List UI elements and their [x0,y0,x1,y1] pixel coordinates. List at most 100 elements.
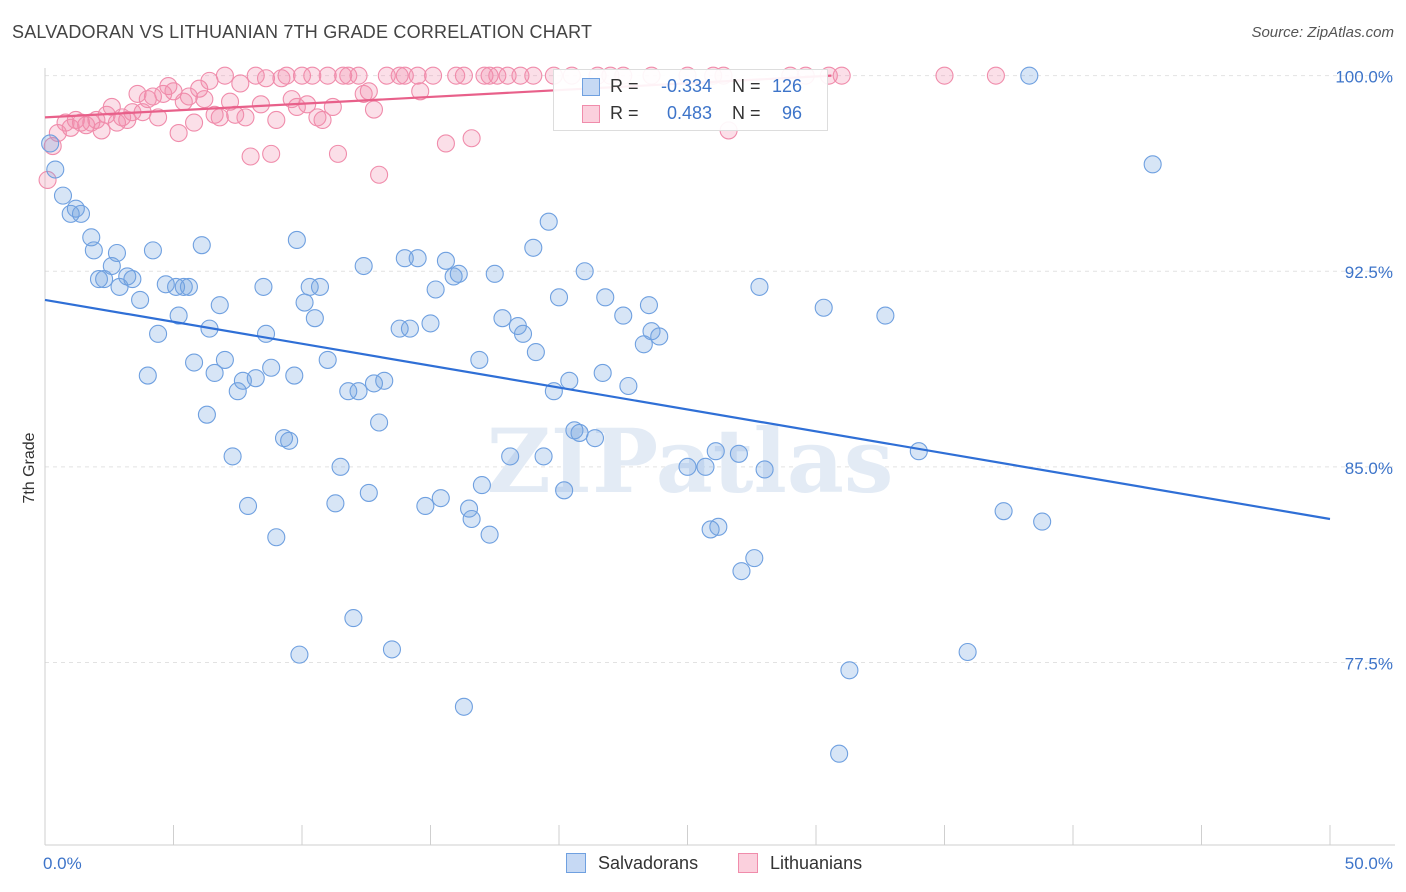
legend-swatch-salvadorans [566,853,586,873]
lithuanian-point [143,87,162,106]
salvadoran-point [364,374,384,393]
lithuanian-point [92,121,111,140]
lithuanian-point [205,105,224,124]
lithuanian-point [480,66,499,85]
salvadoran-point [53,186,73,205]
salvadoran-point [107,243,127,263]
salvadoran-point [395,249,414,268]
legend-r-label: R = [610,103,639,123]
lithuanian-point [210,108,229,127]
legend-swatch-salvadorans [582,78,600,96]
x-tick-label: 0.0% [43,854,82,873]
lithuanian-point [38,170,57,190]
salvadoran-point [197,405,216,424]
tick-labels: 100.0% 92.5% 85.0% 77.5% 0.0% 50.0% [43,68,1393,873]
salvadoran-point [246,369,265,388]
legend-row-lithuanians: R = 0.483 N = 96 [554,101,827,127]
lithuanian-point [408,66,427,85]
lithuanian-point [277,66,296,85]
salvadoran-point [454,697,473,716]
salvadoran-point [61,204,80,223]
salvadoran-point [539,212,558,231]
legend-row-salvadorans: R = -0.334 N = 126 [554,74,827,100]
salvadoran-point [174,277,193,296]
salvadoran-point [421,314,440,333]
salvadoran-point [565,421,584,440]
lithuanian-point [267,110,286,130]
salvadoran-point [909,442,928,461]
salvadorans-trendline [44,298,1331,521]
salvadoran-point [192,236,211,255]
legend-n-value: 96 [781,103,802,123]
lithuanian-point [370,165,389,184]
salvadoran-point [331,457,350,476]
salvadoran-point [650,327,669,346]
salvadoran-point [470,350,489,369]
legend-n-label: N = [732,103,761,123]
lithuanian-point [454,66,473,85]
lithuanian-point [149,108,168,127]
salvadoran-point [254,277,273,296]
salvadoran-point [228,382,247,401]
salvadoran-point [958,642,977,662]
lithuanian-point [390,66,409,85]
lithuanian-point [511,66,530,85]
salvadoran-point [84,241,103,260]
salvadoran-point [370,413,389,432]
lithuanian-point [169,123,188,143]
legend-r-value: -0.334 [660,76,712,96]
lithuanian-point [231,74,250,93]
y-tick-label: 85.0% [1345,459,1393,478]
salvadoran-point [318,350,337,369]
salvadorans-points [41,66,1162,763]
lithuanian-point [364,100,384,119]
salvadoran-point [400,319,419,338]
lithuanian-point [272,69,291,88]
salvadoran-point [501,447,520,466]
salvadoran-point [149,324,168,343]
salvadoran-point [678,457,697,476]
legend-swatch-lithuanians [582,105,600,123]
lithuanian-point [241,147,260,166]
lithuanian-point [424,66,443,85]
salvadoran-point [840,661,859,680]
salvadoran-point [280,431,299,450]
salvadoran-point [262,358,281,377]
lithuanian-point [436,134,455,153]
lithuanian-point [986,66,1005,85]
stats-legend: R = -0.334 N = 126 R = 0.483 N = 96 [553,69,828,131]
salvadoran-point [449,264,468,283]
salvadoran-point [143,241,162,260]
salvadoran-point [709,517,728,536]
lithuanian-point [377,66,396,85]
salvadoran-point [223,447,242,466]
salvadoran-point [41,134,60,153]
lithuanian-point [359,82,378,101]
salvadoran-point [696,457,715,476]
salvadoran-point [480,525,499,544]
lithuanian-point [318,66,337,85]
lithuanian-point [256,69,276,88]
salvadoran-point [287,230,306,250]
salvadoran-point [593,363,612,383]
lithuanian-point [128,84,147,103]
salvadoran-point [210,296,229,315]
x-tick-label: 50.0% [1345,854,1393,873]
legend-swatch-lithuanians [738,853,758,873]
salvadoran-point [596,288,615,307]
salvadoran-point [179,277,198,296]
salvadoran-point [485,264,504,283]
lithuanian-point [498,66,517,85]
salvadoran-point [876,306,895,325]
salvadoran-point [185,353,204,372]
lithuanian-point [328,144,348,163]
salvadoran-point [750,277,769,296]
salvadoran-point [619,376,638,396]
salvadoran-point [755,460,774,479]
salvadoran-point [408,249,427,268]
salvadoran-point [359,483,378,502]
lithuanian-point [195,90,214,109]
lithuanian-point [251,95,270,114]
salvadoran-point [549,288,569,307]
